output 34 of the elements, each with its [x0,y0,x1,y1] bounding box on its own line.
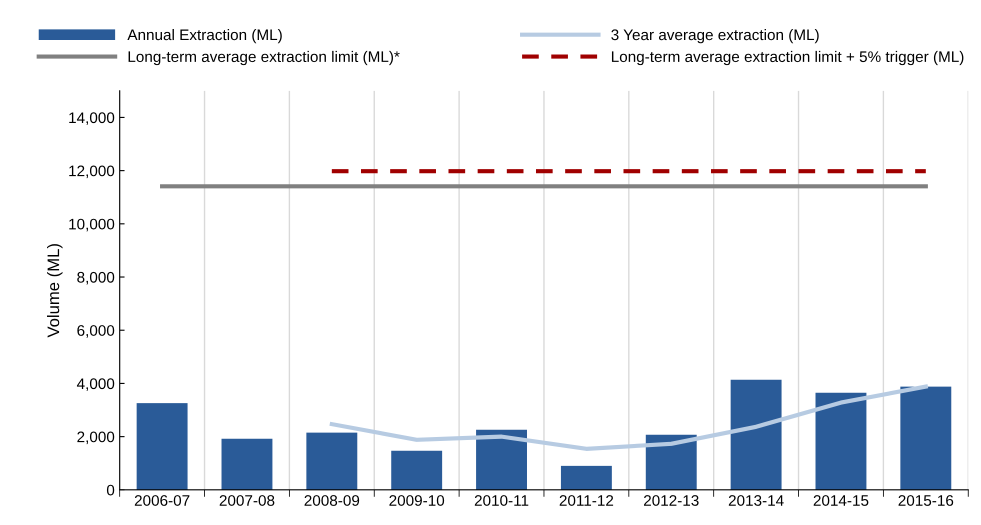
y-tick-label: 14,000 [69,112,114,125]
x-tick-label: 2007-08 [220,495,274,506]
y-axis-title: Volume (ML) [47,244,63,338]
x-tick-label: 2010-11 [474,495,528,506]
legend-label: Long-term average extraction limit (ML)* [128,50,400,66]
y-tick-label: 10,000 [69,218,114,232]
x-tick-label: 2008-09 [304,495,360,506]
legend-label: Annual Extraction (ML) [127,28,282,44]
bar [816,392,866,490]
x-tick-label: 2011-12 [560,495,614,506]
bar [560,466,612,490]
bar [646,434,697,490]
x-tick-label: 2006-07 [134,495,190,506]
x-tick-label: 2015-16 [898,495,954,506]
x-tick-label: 2014-15 [814,495,868,506]
y-tick-label: 6,000 [77,325,114,338]
legend-label: 3 Year average extraction (ML) [611,28,819,44]
x-tick-label: 2013-14 [728,495,784,506]
bar [136,403,188,490]
bar [476,430,527,490]
line-series [330,384,928,451]
bar [222,438,272,490]
legend-label: Long-term average extraction limit + 5% trigger (ML) [612,50,964,66]
bar [306,432,358,490]
x-tick-label: 2012-13 [644,495,699,506]
y-tick-label: 0 [106,484,114,496]
y-tick-label: 4,000 [76,378,114,391]
bar [730,380,782,490]
y-tick-label: 12,000 [69,165,114,178]
y-tick-label: 2,000 [77,431,114,444]
x-tick-label: 2009-10 [389,495,444,506]
y-tick-label: 8,000 [77,272,114,285]
bar [391,450,442,490]
bar [900,386,952,490]
